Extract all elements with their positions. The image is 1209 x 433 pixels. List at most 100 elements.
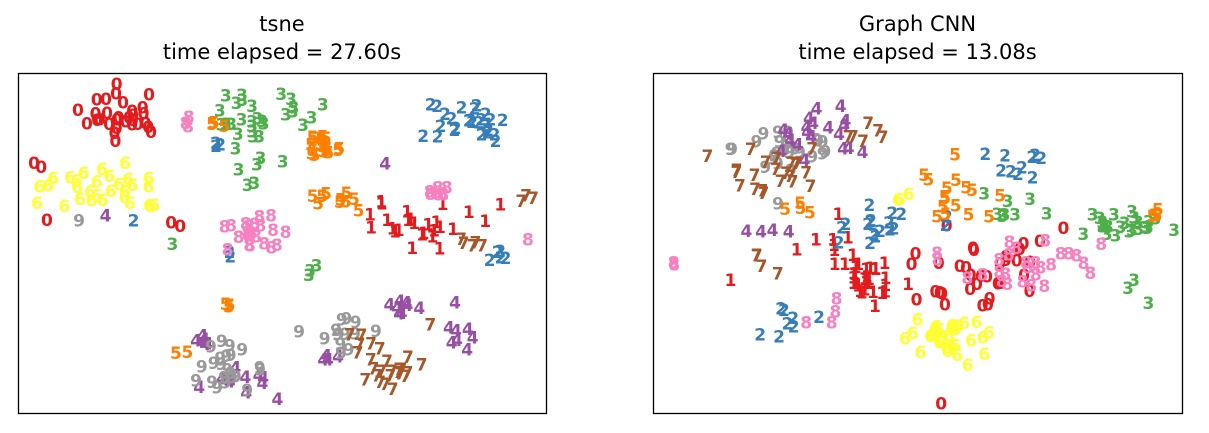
point-digit-4: 4 xyxy=(811,100,823,120)
point-digit-8: 8 xyxy=(246,224,258,244)
point-digit-1: 1 xyxy=(867,283,879,303)
point-digit-7: 7 xyxy=(386,362,398,382)
point-digit-6: 6 xyxy=(950,320,962,340)
point-digit-5: 5 xyxy=(315,129,327,149)
point-digit-6: 6 xyxy=(113,175,125,195)
point-digit-9: 9 xyxy=(216,332,228,352)
point-digit-0: 0 xyxy=(911,290,923,310)
point-digit-8: 8 xyxy=(241,224,253,244)
point-digit-5: 5 xyxy=(983,207,995,227)
point-digit-1: 1 xyxy=(879,276,891,296)
point-digit-4: 4 xyxy=(755,222,767,242)
point-digit-2: 2 xyxy=(833,233,845,253)
point-digit-8: 8 xyxy=(1063,244,1075,264)
point-digit-6: 6 xyxy=(143,178,155,198)
point-digit-8: 8 xyxy=(522,231,534,251)
point-digit-9: 9 xyxy=(768,150,780,170)
point-digit-8: 8 xyxy=(1078,254,1090,274)
point-digit-9: 9 xyxy=(783,143,795,163)
point-digit-6: 6 xyxy=(945,319,957,339)
point-digit-7: 7 xyxy=(790,155,802,175)
point-digit-9: 9 xyxy=(774,133,786,153)
point-digit-5: 5 xyxy=(941,179,953,199)
point-digit-1: 1 xyxy=(861,267,873,287)
point-digit-0: 0 xyxy=(967,239,979,259)
point-digit-9: 9 xyxy=(794,143,806,163)
point-digit-9: 9 xyxy=(750,133,762,153)
point-digit-5: 5 xyxy=(340,192,352,212)
point-digit-1: 1 xyxy=(393,221,405,241)
point-digit-2: 2 xyxy=(883,213,895,233)
point-digit-7: 7 xyxy=(374,339,386,359)
point-digit-8: 8 xyxy=(265,239,277,259)
point-digit-0: 0 xyxy=(103,115,115,135)
point-digit-1: 1 xyxy=(434,218,446,238)
point-digit-2: 2 xyxy=(473,113,485,133)
point-digit-8: 8 xyxy=(993,263,1005,283)
point-digit-7: 7 xyxy=(359,371,371,391)
point-digit-2: 2 xyxy=(484,251,496,271)
point-digit-2: 2 xyxy=(476,126,488,146)
point-digit-3: 3 xyxy=(996,207,1008,227)
point-digit-0: 0 xyxy=(143,86,155,106)
point-digit-1: 1 xyxy=(847,269,859,289)
point-digit-9: 9 xyxy=(726,140,738,160)
point-digit-3: 3 xyxy=(253,128,265,148)
point-digit-4: 4 xyxy=(224,372,236,392)
point-digit-7: 7 xyxy=(416,356,428,376)
point-digit-7: 7 xyxy=(384,367,396,387)
point-digit-0: 0 xyxy=(964,280,976,300)
point-digit-9: 9 xyxy=(254,360,266,380)
point-digit-4: 4 xyxy=(833,125,845,145)
point-digit-6: 6 xyxy=(42,177,54,197)
point-digit-0: 0 xyxy=(1034,232,1046,252)
point-digit-6: 6 xyxy=(126,176,138,196)
point-digit-6: 6 xyxy=(930,317,942,337)
point-digit-4: 4 xyxy=(193,378,205,398)
point-digit-4: 4 xyxy=(451,331,463,351)
point-digit-2: 2 xyxy=(840,215,852,235)
point-digit-7: 7 xyxy=(374,373,386,393)
point-digit-8: 8 xyxy=(1021,259,1033,279)
point-digit-2: 2 xyxy=(214,135,226,155)
point-digit-6: 6 xyxy=(124,194,136,214)
point-digit-5: 5 xyxy=(1151,206,1163,226)
point-digit-3: 3 xyxy=(246,112,258,132)
point-digit-3: 3 xyxy=(277,153,289,173)
point-digit-8: 8 xyxy=(977,266,989,286)
point-digit-4: 4 xyxy=(801,118,813,138)
point-digit-2: 2 xyxy=(773,327,785,347)
point-digit-6: 6 xyxy=(951,317,963,337)
point-digit-4: 4 xyxy=(239,368,251,388)
point-digit-9: 9 xyxy=(333,325,345,345)
point-digit-1: 1 xyxy=(479,212,491,232)
point-digit-7: 7 xyxy=(701,147,713,167)
point-digit-2: 2 xyxy=(836,219,848,239)
point-digit-5: 5 xyxy=(939,189,951,209)
point-digit-9: 9 xyxy=(241,381,253,401)
point-digit-8: 8 xyxy=(244,237,256,257)
point-digit-8: 8 xyxy=(436,185,448,205)
point-digit-2: 2 xyxy=(210,137,222,157)
point-digit-6: 6 xyxy=(143,169,155,189)
point-digit-8: 8 xyxy=(441,178,453,198)
point-digit-3: 3 xyxy=(248,174,260,194)
point-digit-1: 1 xyxy=(870,260,882,280)
point-digit-1: 1 xyxy=(376,195,388,215)
point-digit-6: 6 xyxy=(965,331,977,351)
point-digit-0: 0 xyxy=(109,132,121,152)
point-digit-5: 5 xyxy=(950,171,962,191)
point-digit-9: 9 xyxy=(343,341,355,361)
point-digit-4: 4 xyxy=(253,366,265,386)
point-digit-4: 4 xyxy=(240,383,252,403)
point-digit-3: 3 xyxy=(236,86,248,106)
point-digit-8: 8 xyxy=(280,223,292,243)
point-digit-9: 9 xyxy=(768,146,780,166)
point-digit-8: 8 xyxy=(267,221,279,241)
point-digit-4: 4 xyxy=(792,136,804,156)
point-digit-5: 5 xyxy=(307,187,319,207)
point-digit-2: 2 xyxy=(456,99,468,119)
point-digit-1: 1 xyxy=(832,205,844,225)
